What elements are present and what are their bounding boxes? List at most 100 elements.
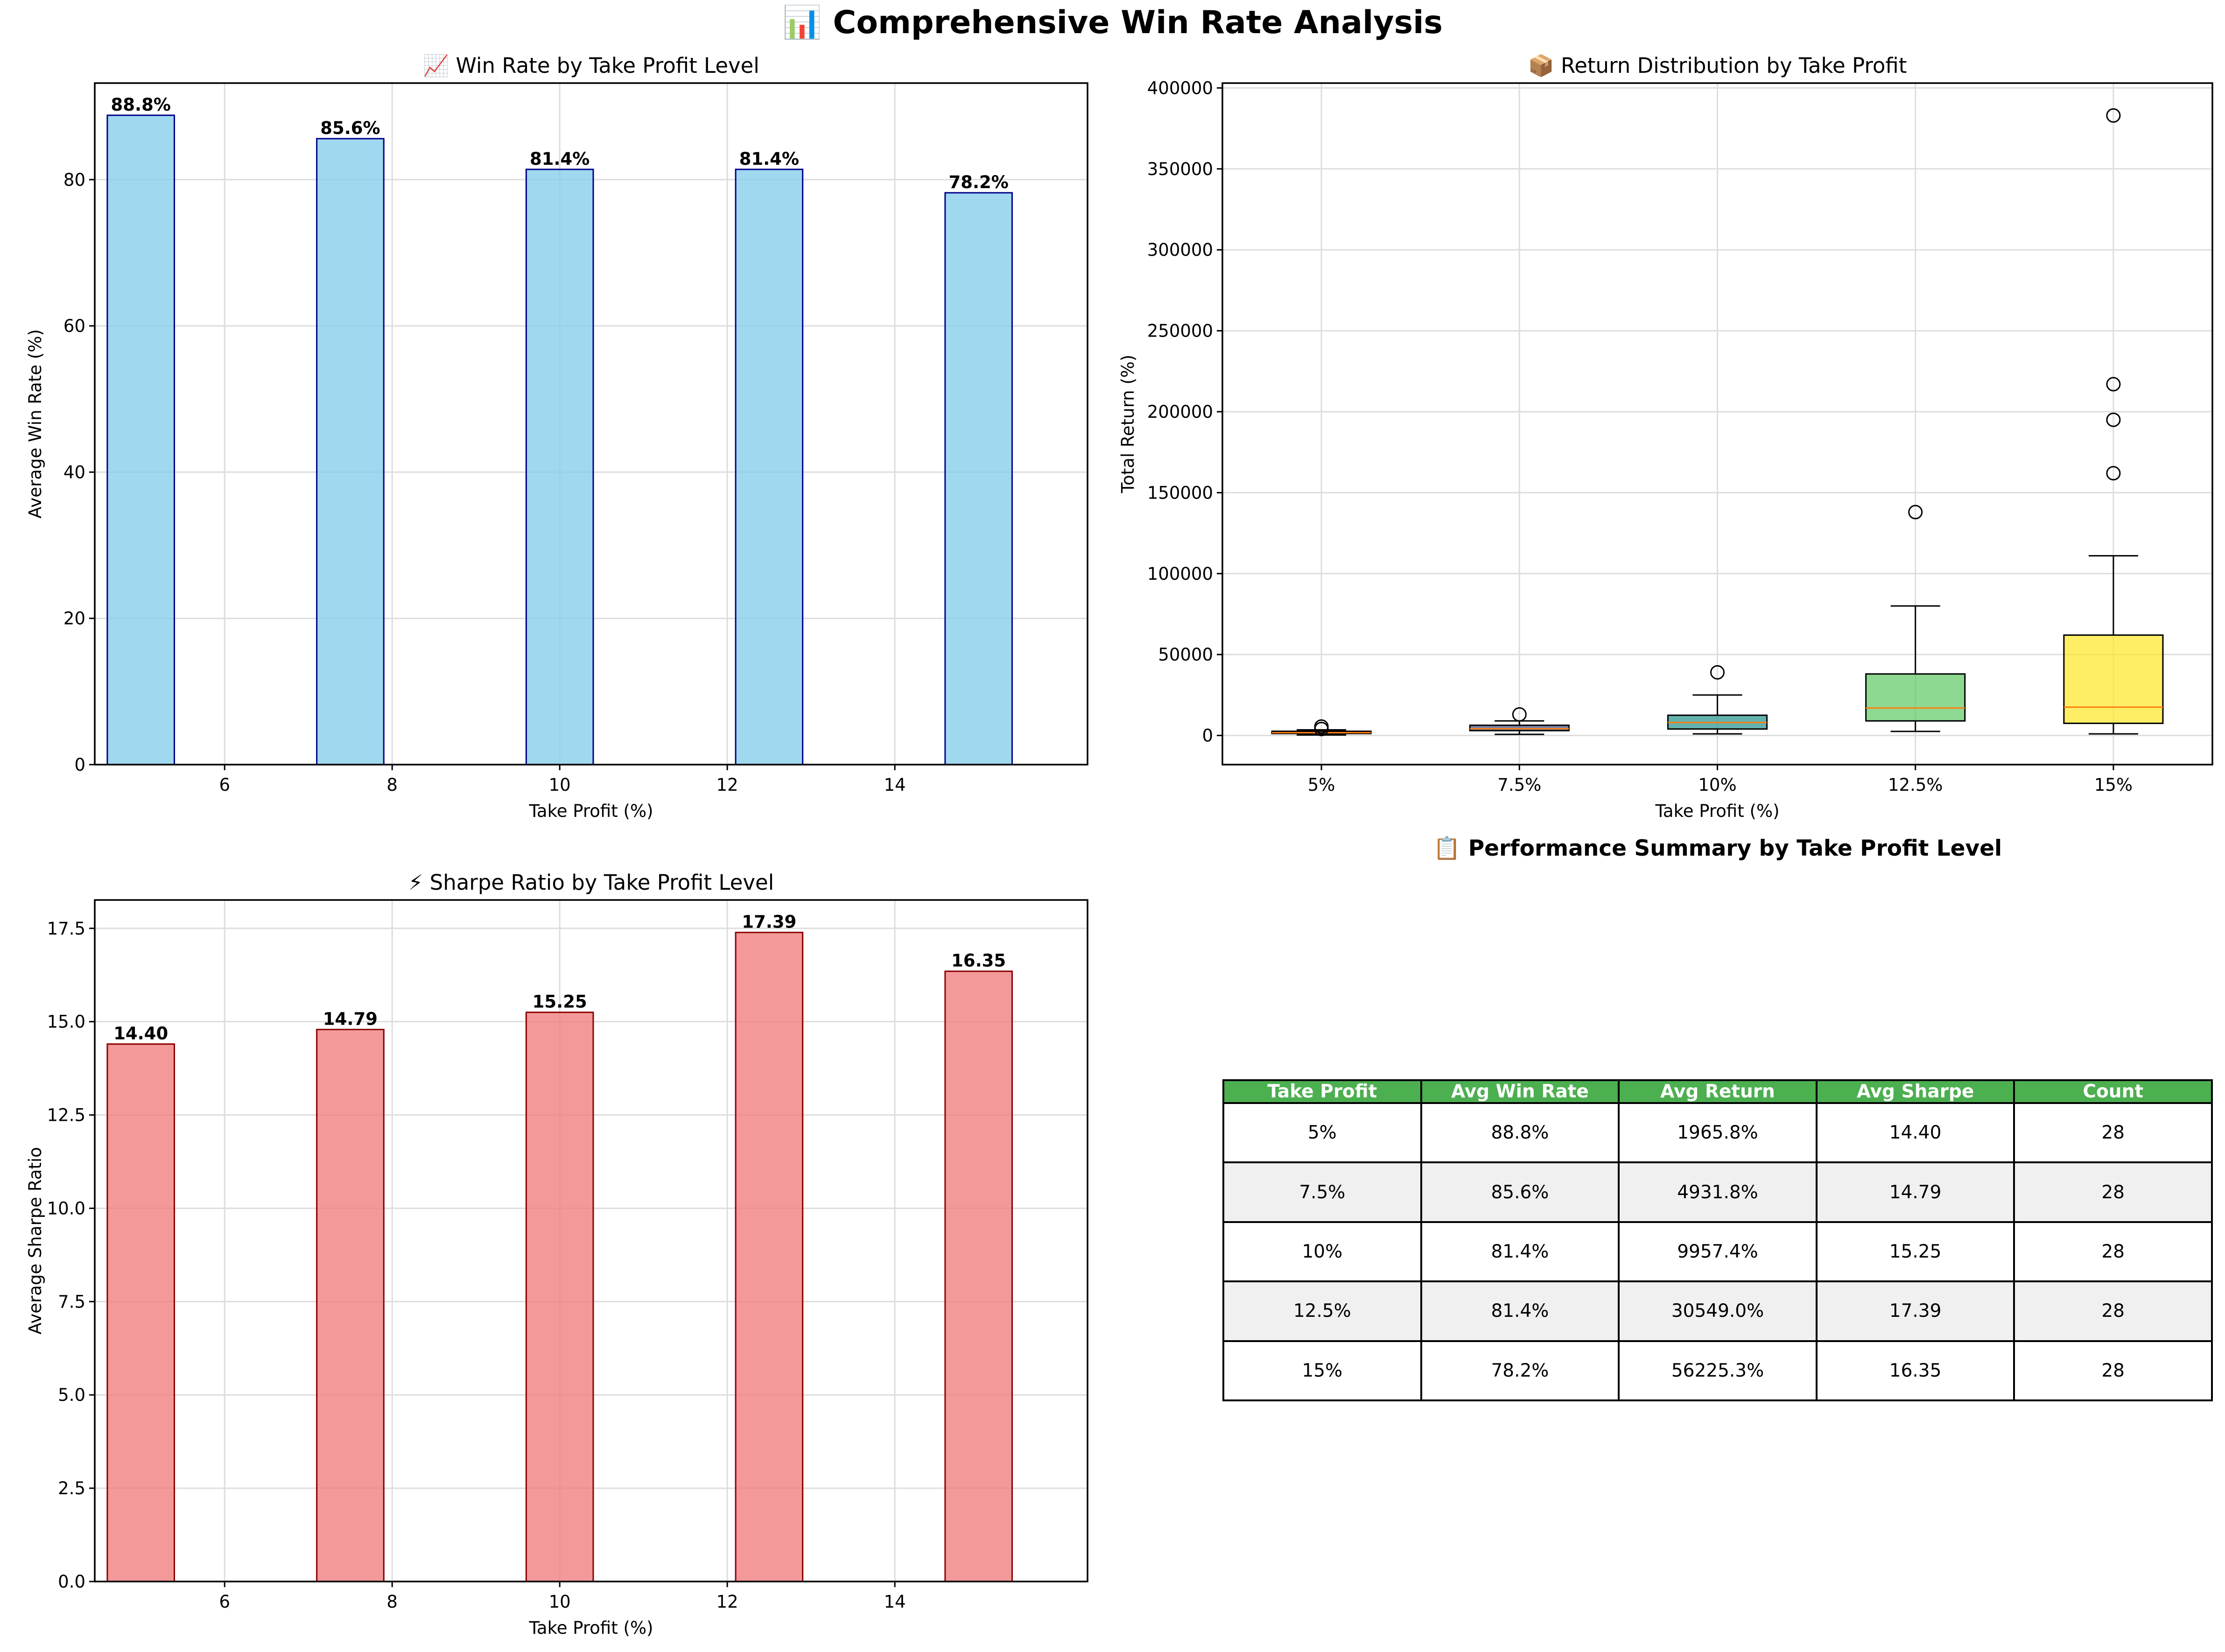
x-tick-label: 10	[549, 775, 571, 795]
table-cell: 15%	[1222, 1340, 1422, 1402]
y-tick-label: 0.0	[58, 1572, 85, 1592]
x-tick-label: 7.5%	[1497, 775, 1541, 795]
chart-title: ⚡ Sharpe Ratio by Take Profit Level	[408, 870, 774, 895]
outlier-point	[1710, 665, 1725, 680]
y-tick-label: 12.5	[47, 1105, 85, 1125]
table-column-header: Avg Win Rate	[1420, 1079, 1620, 1104]
table-cell: 88.8%	[1420, 1102, 1620, 1164]
outlier-point	[2106, 412, 2121, 427]
bar-value-label: 14.40	[113, 1024, 168, 1044]
box-group	[1271, 719, 1372, 737]
table-cell: 10%	[1222, 1221, 1422, 1283]
x-tick-label: 14	[884, 1592, 906, 1612]
table-cell: 81.4%	[1420, 1221, 1620, 1283]
y-tick-label: 17.5	[47, 919, 85, 939]
y-tick-label: 150000	[1147, 483, 1213, 503]
table-cell: 28	[2013, 1161, 2213, 1223]
table-row: 7.5% 85.6% 4931.8% 14.79 28	[1222, 1161, 2213, 1223]
x-axis-label: Take Profit (%)	[1655, 801, 1779, 821]
y-tick-label: 0	[74, 755, 85, 775]
bar	[735, 932, 804, 1582]
x-tick-label: 12.5%	[1888, 775, 1943, 795]
table-cell: 30549.0%	[1618, 1280, 1818, 1342]
table-row: 5% 88.8% 1965.8% 14.40 28	[1222, 1102, 2213, 1164]
table-column-header: Take Profit	[1222, 1079, 1422, 1104]
y-tick-label: 40	[63, 462, 85, 482]
y-tick-label: 80	[63, 170, 85, 190]
x-tick-label: 14	[884, 775, 906, 795]
table-title: 📋 Performance Summary by Take Profit Lev…	[1433, 836, 2002, 861]
bar-value-label: 85.6%	[320, 118, 380, 138]
box-group	[1667, 665, 1768, 735]
table-cell: 78.2%	[1420, 1340, 1620, 1402]
outlier-point	[2106, 108, 2121, 123]
y-axis-label: Total Return (%)	[1118, 355, 1138, 494]
table-row: 12.5% 81.4% 30549.0% 17.39 28	[1222, 1280, 2213, 1342]
bar	[525, 1012, 594, 1582]
table-cell: 81.4%	[1420, 1280, 1620, 1342]
iqr-box	[1865, 673, 1966, 722]
table-cell: 7.5%	[1222, 1161, 1422, 1223]
table-column-header: Avg Return	[1618, 1079, 1818, 1104]
iqr-box	[1469, 724, 1570, 731]
y-tick-label: 15.0	[47, 1012, 85, 1032]
performance-summary-table: Take Profit Avg Win Rate Avg Return Avg Sha…	[1222, 1079, 2213, 1402]
y-tick-label: 10.0	[47, 1198, 85, 1218]
table-cell: 28	[2013, 1102, 2213, 1164]
y-tick-label: 400000	[1147, 78, 1213, 98]
table-row: 10% 81.4% 9957.4% 15.25 28	[1222, 1221, 2213, 1283]
x-tick-label: 5%	[1308, 775, 1335, 795]
box-group	[1469, 707, 1570, 735]
bar-value-label: 17.39	[742, 912, 796, 932]
table-cell: 17.39	[1815, 1280, 2015, 1342]
outlier-point	[2106, 377, 2121, 392]
bar-value-label: 16.35	[951, 951, 1006, 971]
bar-value-label: 81.4%	[530, 149, 590, 169]
y-tick-label: 60	[63, 316, 85, 336]
bar	[735, 169, 804, 766]
chart-title: 📈 Win Rate by Take Profit Level	[423, 53, 759, 78]
bar	[106, 114, 175, 766]
box-group	[2063, 108, 2164, 735]
table-cell: 28	[2013, 1280, 2213, 1342]
bar-value-label: 81.4%	[739, 149, 799, 169]
table-cell: 85.6%	[1420, 1161, 1620, 1223]
bar	[944, 970, 1013, 1582]
x-tick-label: 10%	[1698, 775, 1736, 795]
iqr-box	[2063, 634, 2164, 724]
table-cell: 12.5%	[1222, 1280, 1422, 1342]
y-tick-label: 200000	[1147, 402, 1213, 422]
table-cell: 1965.8%	[1618, 1102, 1818, 1164]
plot-frame	[94, 899, 1088, 1582]
x-axis-label: Take Profit (%)	[528, 1618, 653, 1638]
x-tick-label: 8	[386, 1592, 398, 1612]
x-tick-label: 12	[716, 775, 738, 795]
bar	[944, 192, 1013, 766]
plot-frame	[94, 82, 1088, 766]
figure-title: 📊 Comprehensive Win Rate Analysis	[782, 4, 1443, 41]
y-tick-label: 100000	[1147, 564, 1213, 584]
table-cell: 5%	[1222, 1102, 1422, 1164]
y-tick-label: 2.5	[58, 1478, 85, 1498]
y-tick-label: 7.5	[58, 1292, 85, 1312]
table-cell: 4931.8%	[1618, 1161, 1818, 1223]
table-column-header: Avg Sharpe	[1815, 1079, 2015, 1104]
bar-value-label: 88.8%	[111, 95, 171, 115]
y-tick-label: 20	[63, 609, 85, 629]
y-tick-label: 5.0	[58, 1385, 85, 1405]
outlier-point	[1908, 505, 1923, 520]
table-row: 15% 78.2% 56225.3% 16.35 28	[1222, 1340, 2213, 1402]
table-cell: 15.25	[1815, 1221, 2015, 1283]
box-group	[1865, 505, 1966, 732]
y-tick-label: 300000	[1147, 240, 1213, 260]
x-tick-label: 6	[219, 1592, 230, 1612]
table-cell: 9957.4%	[1618, 1221, 1818, 1283]
outlier-point	[1314, 719, 1329, 734]
table-cell: 56225.3%	[1618, 1340, 1818, 1402]
table-cell: 16.35	[1815, 1340, 2015, 1402]
x-tick-label: 10	[549, 1592, 571, 1612]
table-cell: 14.40	[1815, 1102, 2015, 1164]
table-cell: 28	[2013, 1221, 2213, 1283]
